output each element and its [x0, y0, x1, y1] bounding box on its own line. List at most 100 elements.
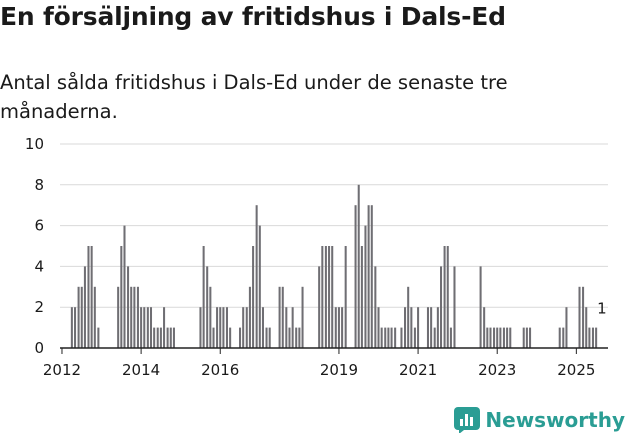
bar: [153, 327, 156, 348]
bar: [288, 327, 291, 348]
bar: [199, 307, 202, 348]
bar: [159, 327, 162, 348]
bar: [80, 286, 83, 348]
bar: [337, 307, 340, 348]
bar: [321, 246, 324, 348]
bar: [83, 266, 86, 348]
bar: [212, 327, 215, 348]
bar: [248, 286, 251, 348]
bar: [407, 286, 410, 348]
bar: [328, 246, 331, 348]
bar: [97, 327, 100, 348]
bar: [367, 205, 370, 348]
bar: [529, 327, 532, 348]
y-tick-label: 8: [34, 176, 44, 194]
bar: [123, 225, 126, 348]
bar: [449, 327, 452, 348]
bar: [70, 307, 73, 348]
bar: [324, 246, 327, 348]
bar: [166, 327, 169, 348]
chart-subtitle: Antal sålda fritidshus i Dals-Ed under d…: [0, 71, 508, 123]
bar: [278, 286, 281, 348]
bar: [582, 286, 585, 348]
bar: [417, 307, 420, 348]
bar: [206, 266, 209, 348]
x-tick-label: 2016: [201, 361, 239, 379]
bar: [496, 327, 499, 348]
y-tick-label: 2: [34, 298, 44, 316]
bar: [591, 327, 594, 348]
bar: [479, 266, 482, 348]
bar: [252, 246, 255, 348]
bar: [172, 327, 175, 348]
y-tick-label: 4: [34, 257, 44, 275]
bar: [341, 307, 344, 348]
bar: [364, 225, 367, 348]
bar: [295, 327, 298, 348]
bar: [400, 327, 403, 348]
bar: [127, 266, 130, 348]
bar: [430, 307, 433, 348]
chart-title: En försäljning av fritidshus i Dals-Ed: [0, 2, 506, 31]
bar: [522, 327, 525, 348]
bar: [255, 205, 258, 348]
data-label: 1: [597, 300, 607, 318]
bar: [268, 327, 271, 348]
bar: [258, 225, 261, 348]
bar: [499, 327, 502, 348]
bar: [90, 246, 93, 348]
bar: [77, 286, 80, 348]
bar: [239, 327, 242, 348]
bar: [357, 184, 360, 348]
y-tick-label: 6: [34, 217, 44, 235]
bar: [509, 327, 512, 348]
x-tick-label: 2014: [122, 361, 160, 379]
bar: [354, 205, 357, 348]
bar: [380, 327, 383, 348]
bar: [562, 327, 565, 348]
bar: [344, 246, 347, 348]
bar: [370, 205, 373, 348]
bar: [146, 307, 149, 348]
bar: [93, 286, 96, 348]
bar: [331, 246, 334, 348]
bar: [216, 307, 219, 348]
bar: [558, 327, 561, 348]
bar: [489, 327, 492, 348]
bar: [87, 246, 90, 348]
bar: [578, 286, 581, 348]
x-tick-label: 2025: [557, 361, 595, 379]
bar: [384, 327, 387, 348]
bar: [585, 307, 588, 348]
y-tick-label: 10: [25, 135, 44, 153]
newsworthy-icon: [454, 407, 481, 433]
bar: [163, 307, 166, 348]
bar: [318, 266, 321, 348]
bar: [120, 246, 123, 348]
bar: [219, 307, 222, 348]
bar: [446, 246, 449, 348]
bar: [225, 307, 228, 348]
bar: [245, 307, 248, 348]
bar: [117, 286, 120, 348]
axes: [60, 347, 608, 354]
bar: [281, 286, 284, 348]
bar: [360, 246, 363, 348]
bar: [149, 307, 153, 348]
bar: [410, 307, 413, 348]
bar: [502, 327, 505, 348]
labels: 0 2 4 6 8 10 2012 2014 2016 2019 2021 2023 2025 1: [25, 135, 607, 379]
bar: [486, 327, 489, 348]
bar: [453, 266, 456, 348]
bar: [261, 307, 264, 348]
bar: [377, 307, 380, 348]
bar: [595, 327, 598, 348]
bars: [70, 184, 598, 348]
bar: [209, 286, 212, 348]
bar: [443, 246, 446, 348]
bar: [404, 307, 407, 348]
bar: [136, 286, 139, 348]
x-tick-label: 2021: [399, 361, 437, 379]
bar: [265, 327, 268, 348]
